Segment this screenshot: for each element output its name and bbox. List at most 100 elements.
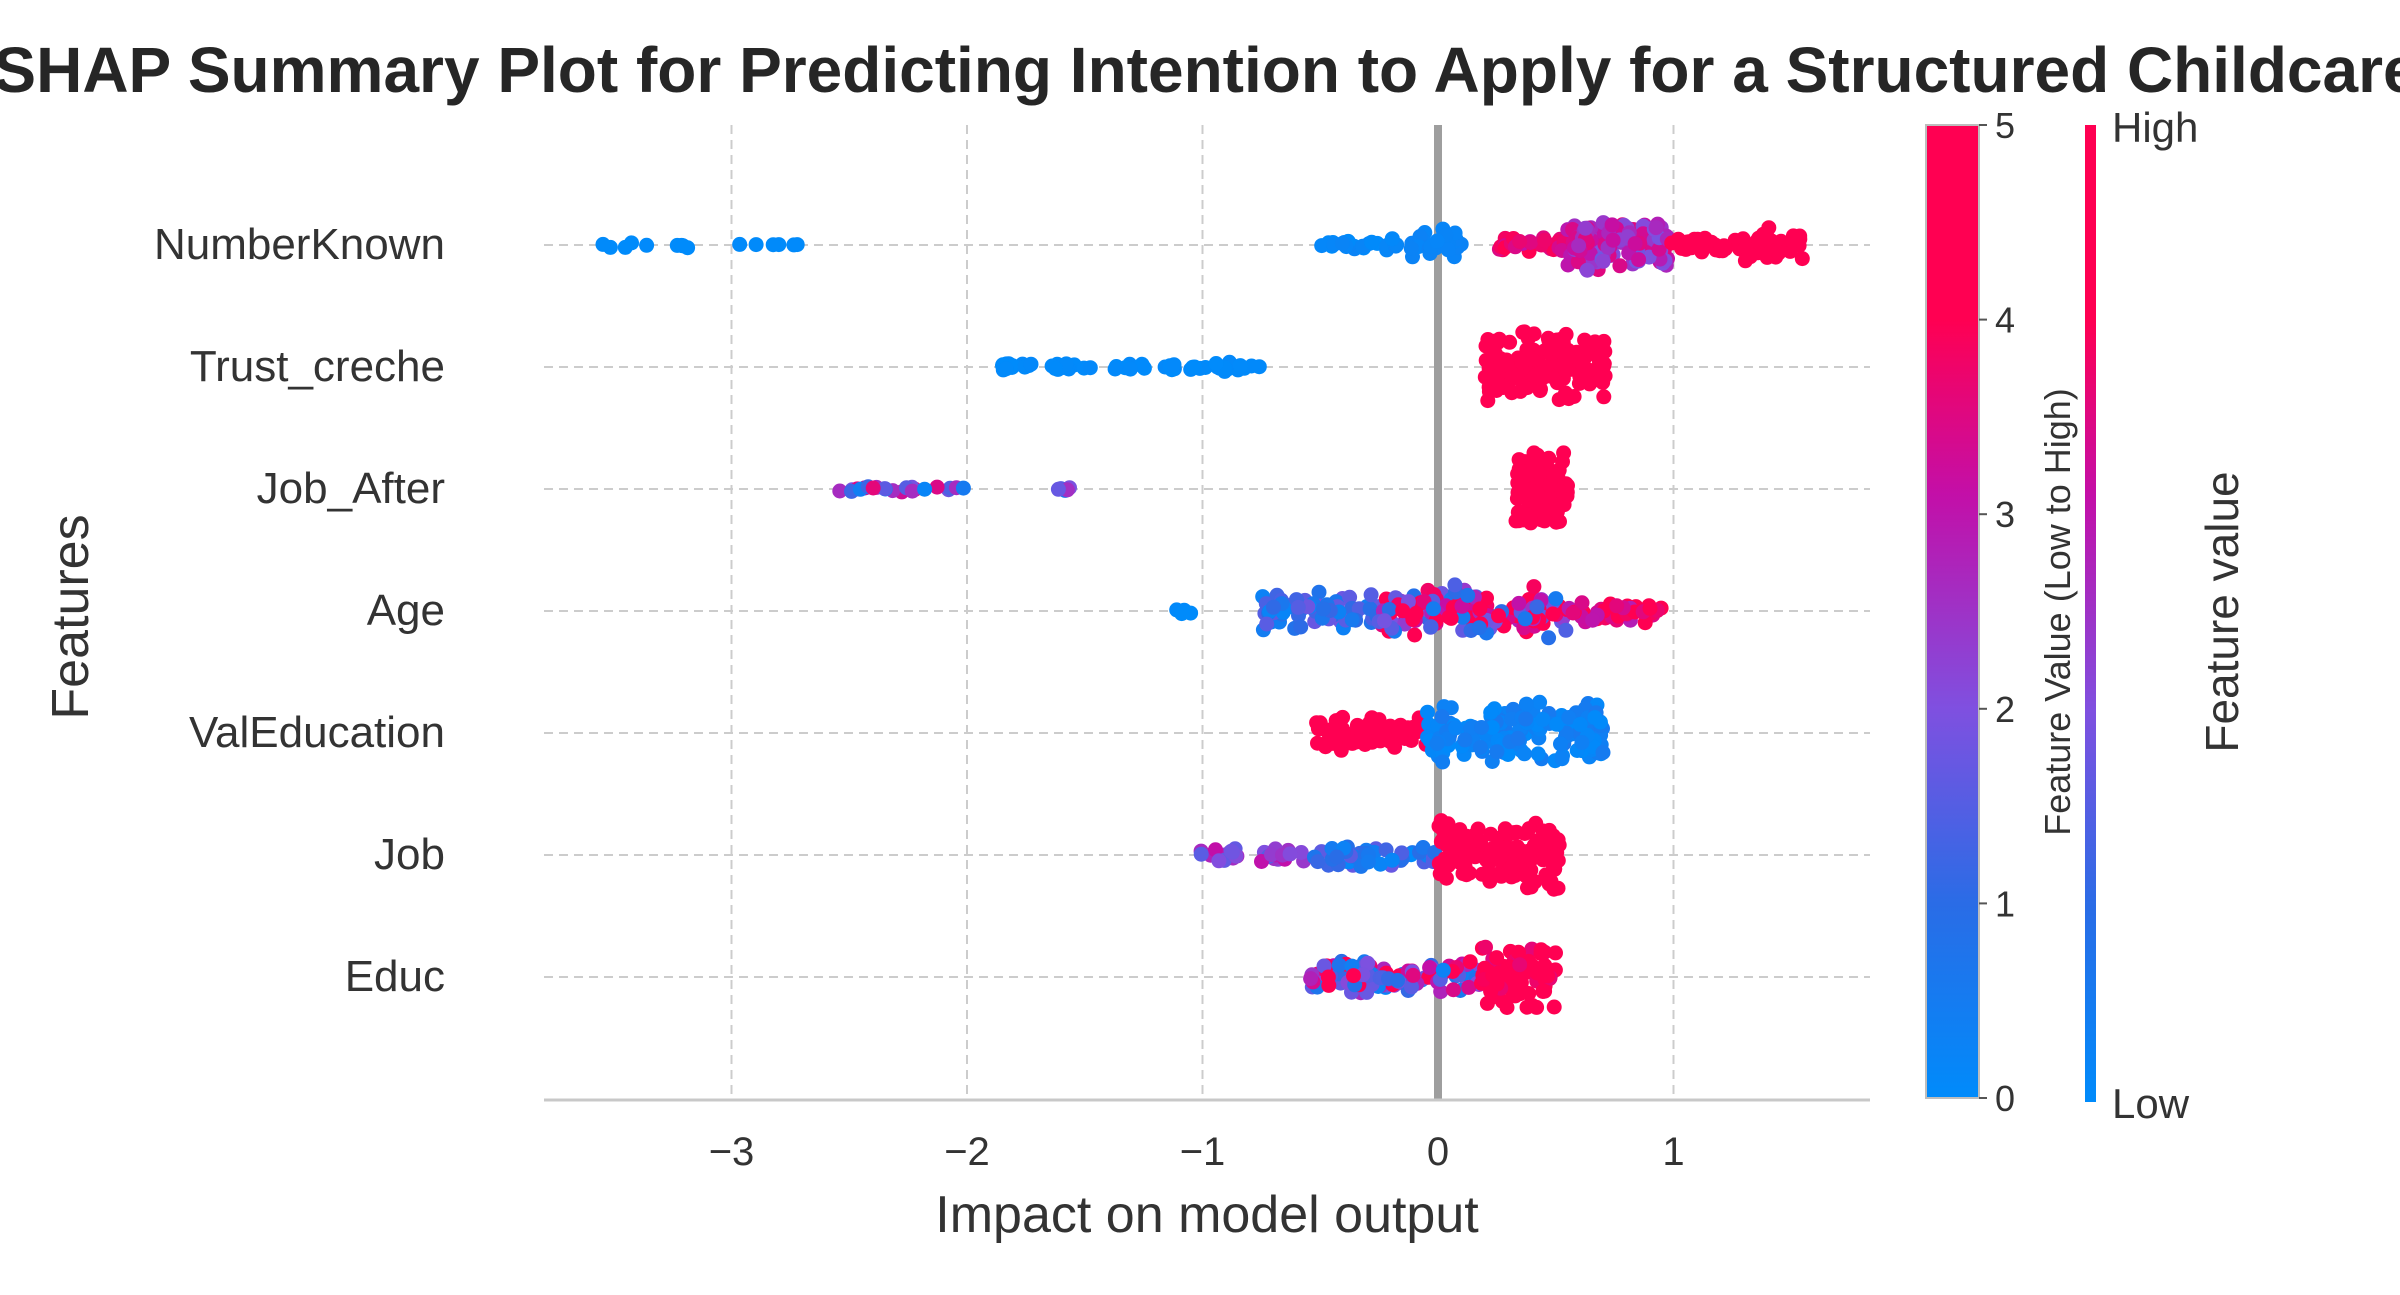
shap-point (1604, 217, 1620, 233)
colorbar-high-label: High (2112, 104, 2198, 151)
shap-point (1515, 324, 1531, 340)
shap-point (1532, 465, 1548, 481)
shap-point (1023, 356, 1039, 372)
shap-point (1499, 1000, 1515, 1015)
feature-label: Age (367, 586, 445, 635)
shap-point (1293, 845, 1309, 860)
shap-point (1491, 608, 1506, 624)
shap-point (1505, 856, 1521, 872)
shap-point (1537, 847, 1552, 863)
shap-point (1513, 974, 1529, 990)
shap-point (1050, 481, 1066, 497)
shap-point (832, 483, 848, 499)
shap-point (1462, 954, 1478, 970)
shap-point (1303, 971, 1319, 987)
feature-label: Trust_creche (190, 342, 445, 391)
shap-point (1350, 719, 1366, 735)
shap-point (1185, 359, 1201, 375)
shap-point (1595, 253, 1611, 269)
shap-point (877, 481, 893, 497)
shap-point (1565, 605, 1581, 621)
shap-point (1259, 616, 1275, 632)
shap-point (1315, 601, 1331, 617)
shap-point (1371, 727, 1387, 743)
shap-point (1384, 231, 1400, 247)
chart-title: SHAP Summary Plot for Predicting Intenti… (0, 34, 2400, 106)
shap-point (1461, 979, 1477, 995)
shap-point (1394, 723, 1410, 739)
shap-point (1264, 847, 1279, 863)
shap-point (1693, 239, 1709, 255)
shap-point (1452, 822, 1468, 838)
shap-point (1521, 986, 1537, 1001)
shap-point (1524, 998, 1540, 1013)
colorbar-low-label: Low (2112, 1080, 2190, 1127)
shap-point (1510, 730, 1526, 746)
grid-lines (544, 125, 1870, 1100)
shap-point (1572, 354, 1588, 369)
shap-point (1574, 735, 1590, 750)
shap-point (1329, 849, 1345, 865)
shap-point (1577, 372, 1593, 387)
shap-point (1364, 710, 1380, 726)
shap-point (1208, 356, 1224, 371)
shap-point (1546, 999, 1562, 1015)
x-tick-labels: −3 −2 −1 0 1 (709, 1130, 1685, 1174)
shap-point (1738, 239, 1754, 255)
shap-point (624, 235, 639, 251)
shap-point (1483, 705, 1499, 720)
shap-point (1782, 243, 1798, 259)
colorbar-tick-label: 1 (1995, 883, 2015, 924)
shap-point (1521, 821, 1537, 837)
shap-point (1609, 598, 1625, 614)
shap-point (1311, 584, 1327, 600)
shap-point (1577, 332, 1593, 348)
shap-point (1363, 587, 1379, 603)
shap-point (1511, 452, 1527, 468)
shap-point (1579, 262, 1595, 278)
shap-point (1514, 354, 1530, 370)
shap-point (1512, 383, 1528, 399)
shap-point (1448, 720, 1464, 736)
shap-point (1770, 244, 1786, 260)
shap-point (732, 236, 748, 252)
shap-point (674, 238, 690, 254)
shap-point (1535, 711, 1551, 727)
shap-point (1166, 357, 1182, 373)
shap-point (765, 237, 781, 253)
shap-point (1512, 234, 1528, 249)
shap-point (1533, 942, 1549, 958)
shap-point (1571, 238, 1587, 254)
shap-point (1403, 240, 1419, 256)
shap-point (1627, 236, 1643, 252)
shap-point (1435, 823, 1451, 838)
shap-point (1107, 361, 1123, 377)
shap-point (1445, 982, 1461, 998)
shap-point (748, 237, 764, 253)
x-tick-label: 1 (1662, 1130, 1684, 1174)
shap-point (1491, 331, 1507, 347)
shap-point (1458, 867, 1474, 883)
shap-point (1463, 720, 1478, 736)
shap-point (1561, 710, 1577, 725)
shap-point (1555, 454, 1570, 470)
shap-point (1532, 694, 1548, 710)
shap-point (1523, 235, 1538, 250)
feature-label: Educ (345, 952, 445, 1001)
shap-point (1511, 595, 1527, 611)
shap-point (1360, 955, 1376, 971)
feature-label: Job (374, 830, 445, 879)
shap-point (1479, 590, 1494, 606)
shap-point (1518, 868, 1533, 884)
shap-point (904, 483, 920, 499)
shap-point (1351, 601, 1367, 617)
shap-point (1334, 236, 1350, 251)
shap-point (998, 361, 1014, 377)
shap-point (1407, 627, 1423, 643)
qualitative-colorbar-label: Feature value (2196, 471, 2248, 752)
shap-point (1344, 612, 1360, 628)
shap-point (1429, 233, 1445, 249)
shap-point (1364, 234, 1380, 250)
shap-point (1290, 599, 1306, 615)
shap-point (1457, 732, 1473, 748)
